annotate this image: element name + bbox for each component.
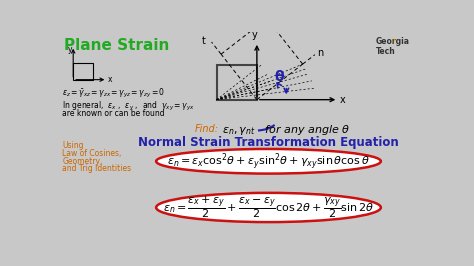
Text: t: t (202, 36, 206, 46)
Ellipse shape (156, 193, 381, 222)
Text: y: y (68, 45, 73, 54)
Text: In general,  $\varepsilon_x$ ,  $\varepsilon_y$ ,  and  $\gamma_{xy} = \gamma_{y: In general, $\varepsilon_x$ , $\varepsil… (63, 100, 195, 113)
Text: |: | (392, 36, 395, 44)
Text: x: x (108, 75, 113, 84)
Text: and Trig Identities: and Trig Identities (63, 164, 131, 173)
Text: Find:: Find: (195, 124, 219, 134)
Text: are known or can be found: are known or can be found (63, 109, 165, 118)
Ellipse shape (156, 149, 381, 174)
Text: y: y (252, 30, 257, 40)
Bar (73, 63, 92, 80)
Text: Using: Using (63, 141, 84, 150)
Bar (217, 65, 257, 100)
Text: n: n (317, 48, 324, 58)
Text: $\varepsilon_z = \bar{\gamma}_{xz} = \gamma_{zx} = \gamma_{yz} = \gamma_{zy} = 0: $\varepsilon_z = \bar{\gamma}_{xz} = \ga… (63, 87, 165, 101)
Text: Law of Cosines,: Law of Cosines, (63, 149, 122, 158)
Text: Georgia
Tech: Georgia Tech (375, 36, 410, 56)
Text: Normal Strain Transformation Equation: Normal Strain Transformation Equation (138, 136, 399, 149)
Text: $\varepsilon_n, \gamma_{nt}$   for any angle $\theta$: $\varepsilon_n, \gamma_{nt}$ for any ang… (222, 123, 350, 137)
Text: $\varepsilon_n = \dfrac{\varepsilon_x + \varepsilon_y}{2} + \dfrac{\varepsilon_x: $\varepsilon_n = \dfrac{\varepsilon_x + … (163, 195, 374, 220)
Text: $\varepsilon_n = \varepsilon_x \cos^2\!\theta + \varepsilon_y \sin^2\!\theta + \: $\varepsilon_n = \varepsilon_x \cos^2\!\… (167, 151, 370, 172)
Text: Plane Strain: Plane Strain (64, 38, 169, 53)
Text: $\mathbf{\theta}$: $\mathbf{\theta}$ (274, 69, 285, 84)
Text: Geometry,: Geometry, (63, 157, 103, 166)
Text: x: x (340, 95, 346, 105)
